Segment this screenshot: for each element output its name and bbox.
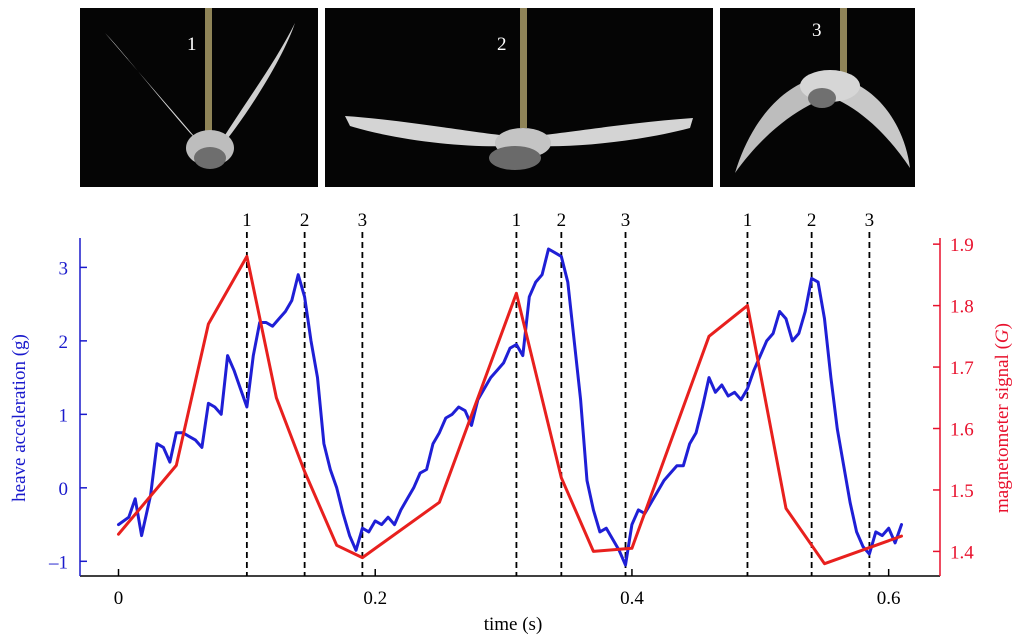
phase-marker-label: 1 xyxy=(743,210,753,231)
phase-marker-label: 3 xyxy=(621,210,631,231)
wingbeat-photo-2: 2 xyxy=(325,8,713,187)
phase-marker-label: 1 xyxy=(242,210,252,231)
y-left-tick-label: 2 xyxy=(59,332,69,353)
chart-axes: 0 0.2 0.4 0.6 –1 0 1 2 3 1.4 1.5 1.6 1.7 1.8 1.9 xyxy=(48,235,974,609)
y-axis-left-title: heave acceleration (g) xyxy=(9,334,30,502)
x-tick-label: 0.6 xyxy=(877,588,901,609)
bird-midstroke-image: 2 xyxy=(325,8,713,187)
bird-upstroke-image: 1 xyxy=(80,8,318,187)
y-left-tick-label: –1 xyxy=(48,552,68,573)
y-axis-right-title: magnetometer signal (G) xyxy=(992,323,1013,513)
phase-marker-label: 2 xyxy=(557,210,567,231)
phase-marker-label: 3 xyxy=(865,210,875,231)
wingbeat-photo-3: 3 xyxy=(720,8,915,187)
y-right-tick-label: 1.6 xyxy=(950,420,974,441)
x-tick-label: 0 xyxy=(114,588,124,609)
y-right-tick-label: 1.8 xyxy=(950,297,974,318)
phase-marker-label: 2 xyxy=(300,210,310,231)
x-tick-label: 0.4 xyxy=(620,588,644,609)
series-lines xyxy=(117,247,903,567)
photo-1-label: 1 xyxy=(187,34,197,55)
y-left-tick-label: 0 xyxy=(59,479,69,500)
phase-marker-label: 3 xyxy=(358,210,368,231)
phase-markers: 1 2 3 1 2 3 1 2 3 xyxy=(242,210,874,576)
phase-marker-label: 2 xyxy=(807,210,817,231)
photo-2-label: 2 xyxy=(497,34,507,55)
x-tick-label: 0.2 xyxy=(363,588,387,609)
photo-3-label: 3 xyxy=(812,20,822,41)
phase-marker-label: 1 xyxy=(512,210,522,231)
y-right-tick-label: 1.9 xyxy=(950,235,974,256)
y-right-tick-label: 1.5 xyxy=(950,481,974,502)
wingbeat-photo-1: 1 xyxy=(80,8,318,187)
magnetometer-signal-line xyxy=(117,254,903,566)
heave-acceleration-line xyxy=(117,247,903,567)
x-axis-title: time (s) xyxy=(484,614,543,635)
y-left-tick-label: 3 xyxy=(59,258,69,279)
y-right-tick-label: 1.7 xyxy=(950,358,974,379)
y-left-tick-label: 1 xyxy=(59,405,69,426)
y-right-tick-label: 1.4 xyxy=(950,542,974,563)
bird-downstroke-image: 3 xyxy=(720,8,915,187)
